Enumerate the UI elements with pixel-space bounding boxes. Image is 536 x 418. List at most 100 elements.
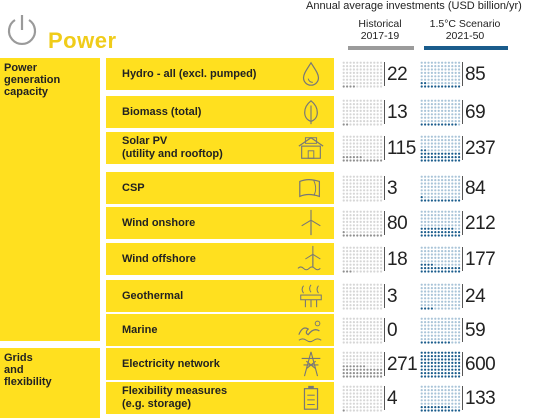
- scenario-dot-field: [420, 61, 461, 88]
- historical-dot-field: [342, 210, 383, 237]
- scenario-label: 1.5°C Scenario: [429, 18, 501, 30]
- historical-value: 3: [387, 178, 398, 199]
- row-label: Solar PV (utility and rooftop): [122, 135, 223, 160]
- value-separator: [462, 352, 463, 376]
- row-label: Hydro - all (excl. pumped): [122, 68, 257, 80]
- historical-value: 13: [387, 102, 408, 123]
- offshore-wind-icon: [297, 245, 321, 271]
- group-label: Power generation capacity: [4, 62, 61, 98]
- wave-icon: [298, 320, 322, 343]
- scenario-value: 85: [465, 64, 486, 85]
- value-separator: [462, 211, 463, 235]
- value-separator: [462, 176, 463, 200]
- value-separator: [384, 247, 385, 271]
- group-label: Grids and flexibility: [4, 352, 52, 388]
- historical-dot-field: [342, 385, 383, 412]
- solar-roof-icon: [298, 136, 324, 159]
- row-band: Flexibility measures (e.g. storage): [106, 382, 334, 414]
- historical-header: Historical 2017-19: [348, 18, 412, 42]
- row-band: Marine: [106, 314, 334, 346]
- battery-icon: [303, 385, 319, 410]
- geothermal-icon: [300, 284, 322, 308]
- row-band: Geothermal: [106, 280, 334, 312]
- historical-header-bar: [348, 46, 414, 50]
- value-separator: [384, 100, 385, 124]
- historical-value: 18: [387, 249, 408, 270]
- value-separator: [462, 62, 463, 86]
- row-label: Electricity network: [122, 358, 220, 370]
- scenario-value: 69: [465, 102, 486, 123]
- historical-dot-field: [342, 351, 383, 378]
- scenario-dot-field: [420, 385, 461, 412]
- scenario-dot-field: [420, 210, 461, 237]
- metric-label: Annual average investments (USD billion/…: [306, 0, 522, 12]
- scenario-value: 237: [465, 138, 496, 159]
- historical-dot-field: [342, 135, 383, 162]
- pylon-icon: [301, 351, 321, 377]
- value-separator: [384, 284, 385, 308]
- row-label: Biomass (total): [122, 106, 202, 118]
- historical-dot-field: [342, 61, 383, 88]
- row-band: Solar PV (utility and rooftop): [106, 132, 334, 164]
- water-drop-icon: [302, 61, 320, 86]
- row-band: Wind onshore: [106, 207, 334, 239]
- row-label: Wind offshore: [122, 253, 196, 265]
- row-label: CSP: [122, 182, 145, 194]
- row-band: Biomass (total): [106, 96, 334, 128]
- scenario-dot-field: [420, 283, 461, 310]
- scenario-dot-field: [420, 99, 461, 126]
- group-power-generation: Power generation capacity: [0, 58, 100, 341]
- row-label: Wind onshore: [122, 217, 196, 229]
- row-label: Flexibility measures (e.g. storage): [122, 385, 228, 410]
- scenario-value: 600: [465, 354, 496, 375]
- value-separator: [462, 100, 463, 124]
- scenario-value: 59: [465, 320, 486, 341]
- wind-turbine-icon: [301, 209, 321, 236]
- leaf-icon: [304, 100, 318, 125]
- group-grids-flexibility: Grids and flexibility: [0, 348, 100, 418]
- scenario-value: 177: [465, 249, 496, 270]
- row-band: Wind offshore: [106, 243, 334, 275]
- row-band: Electricity network: [106, 348, 334, 380]
- value-separator: [384, 176, 385, 200]
- historical-dot-field: [342, 283, 383, 310]
- scenario-dot-field: [420, 246, 461, 273]
- scenario-dot-field: [420, 135, 461, 162]
- row-band: CSP: [106, 172, 334, 204]
- scenario-value: 212: [465, 213, 496, 234]
- scenario-header-bar: [424, 46, 508, 50]
- value-separator: [462, 318, 463, 342]
- historical-label: Historical: [358, 18, 402, 30]
- historical-value: 115: [387, 138, 416, 159]
- historical-dot-field: [342, 246, 383, 273]
- historical-dot-field: [342, 317, 383, 344]
- historical-value: 80: [387, 213, 408, 234]
- historical-value: 271: [387, 354, 418, 375]
- value-separator: [462, 284, 463, 308]
- scenario-period: 2021-50: [445, 30, 485, 42]
- value-separator: [384, 386, 385, 410]
- historical-value: 0: [387, 320, 398, 341]
- value-separator: [384, 352, 385, 376]
- page-title: Power: [48, 28, 117, 53]
- row-label: Geothermal: [122, 290, 184, 302]
- value-separator: [384, 62, 385, 86]
- historical-value: 3: [387, 286, 398, 307]
- scenario-dot-field: [420, 351, 461, 378]
- value-separator: [384, 136, 385, 160]
- value-separator: [384, 211, 385, 235]
- value-separator: [462, 136, 463, 160]
- scenario-value: 84: [465, 178, 486, 199]
- value-separator: [462, 386, 463, 410]
- row-band: Hydro - all (excl. pumped): [106, 58, 334, 90]
- historical-dot-field: [342, 99, 383, 126]
- historical-dot-field: [342, 175, 383, 202]
- scenario-value: 133: [465, 388, 496, 409]
- scenario-dot-field: [420, 175, 461, 202]
- csp-mirror-icon: [299, 178, 321, 198]
- row-label: Marine: [122, 324, 158, 336]
- scenario-dot-field: [420, 317, 461, 344]
- value-separator: [384, 318, 385, 342]
- value-separator: [462, 247, 463, 271]
- historical-period: 2017-19: [360, 30, 400, 42]
